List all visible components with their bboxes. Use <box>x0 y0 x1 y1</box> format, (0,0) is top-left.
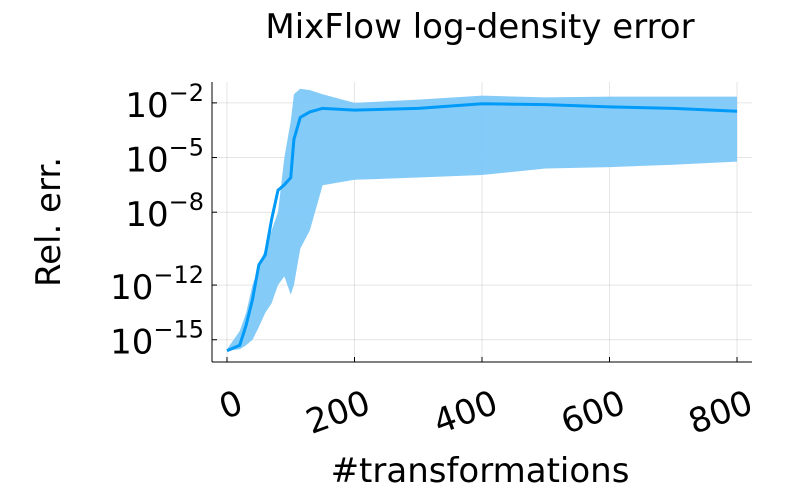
y-axis-label: Rel. err. <box>29 157 69 287</box>
line <box>226 102 738 353</box>
error-band <box>226 88 738 351</box>
y-tick-exponent: −15 <box>153 316 204 344</box>
x-tick-label: 200 <box>301 383 376 443</box>
y-tick-base: 10 <box>125 86 168 126</box>
x-tick-label: 800 <box>683 383 758 443</box>
y-tick-label: 10−15 <box>110 316 204 363</box>
y-tick-exponent: −8 <box>169 188 204 216</box>
y-tick-base: 10 <box>125 141 168 181</box>
y-tick-label: 10−5 <box>125 134 204 181</box>
y-tick-exponent: −2 <box>169 79 204 107</box>
y-tick-label: 10−12 <box>110 261 204 308</box>
x-tick-label: 600 <box>556 383 631 443</box>
y-tick-label: 10−8 <box>125 188 204 235</box>
x-tick-label: 0 <box>214 383 248 428</box>
y-tick-label: 10−2 <box>125 79 204 126</box>
y-tick-base: 10 <box>110 323 153 363</box>
x-tick-label: 400 <box>428 383 503 443</box>
chart-title: MixFlow log-density error <box>265 7 694 47</box>
y-tick-base: 10 <box>110 268 153 308</box>
y-tick-exponent: −12 <box>153 261 204 289</box>
x-axis-label: #transformations <box>331 451 630 491</box>
y-tick-base: 10 <box>125 195 168 235</box>
y-tick-exponent: −5 <box>169 134 204 162</box>
